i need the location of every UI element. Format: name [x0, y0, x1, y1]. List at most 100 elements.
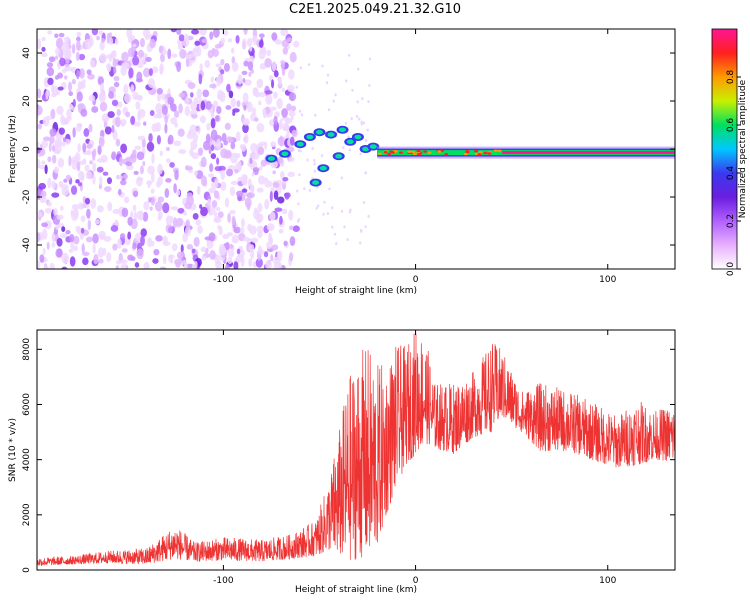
steady-line-peak — [377, 152, 382, 155]
noise-blob — [356, 100, 359, 104]
steady-line-peak — [399, 151, 404, 154]
snr-x-axis-label: Height of straight line (km) — [295, 585, 417, 595]
noise-blob — [64, 75, 68, 80]
spectrogram-x-tick-label: 100 — [599, 275, 616, 285]
noise-blob — [224, 122, 231, 131]
noise-blob — [76, 31, 82, 37]
noise-blob — [99, 53, 107, 63]
noise-blob — [210, 111, 215, 119]
noise-blob — [215, 63, 222, 68]
noise-blob — [72, 127, 76, 138]
noise-blob — [102, 247, 107, 256]
noise-blob — [282, 176, 289, 182]
noise-blob — [48, 141, 52, 152]
colorbar-gradient — [711, 28, 738, 270]
noise-blob — [236, 190, 244, 197]
noise-blob — [132, 242, 137, 250]
noise-blob — [220, 169, 226, 180]
noise-blob — [98, 137, 105, 147]
noise-blob — [159, 65, 163, 76]
noise-blob — [241, 38, 247, 50]
noise-blob — [152, 258, 159, 264]
noise-blob — [119, 233, 126, 239]
noise-blob — [364, 138, 368, 142]
noise-blob — [228, 250, 235, 258]
noise-blob — [231, 61, 239, 72]
noise-blob — [201, 175, 207, 187]
noise-blob — [37, 123, 42, 130]
noise-blob — [251, 107, 257, 115]
noise-blob — [199, 29, 207, 36]
steady-line-peak — [483, 151, 488, 155]
noise-blob — [153, 113, 161, 119]
noise-blob — [257, 245, 263, 255]
noise-blob — [161, 49, 168, 55]
noise-blob — [287, 171, 295, 178]
noise-blob — [98, 258, 104, 264]
noise-blob — [185, 166, 193, 171]
noise-blob — [217, 211, 224, 219]
noise-blob — [97, 247, 105, 258]
noise-blob — [76, 69, 80, 80]
noise-blob — [199, 115, 206, 124]
noise-blob — [97, 76, 104, 86]
noise-blob — [334, 93, 337, 97]
noise-blob — [275, 39, 282, 45]
noise-blob — [48, 56, 56, 63]
noise-blob — [180, 244, 184, 253]
noise-blob — [90, 198, 97, 209]
noise-blob — [68, 91, 74, 97]
spectrogram-x-tick-label: -100 — [213, 275, 234, 285]
noise-blob — [132, 149, 137, 156]
noise-blob — [243, 104, 247, 111]
noise-blob — [361, 97, 364, 101]
noise-blob — [100, 154, 108, 163]
noise-blob — [117, 175, 123, 180]
noise-blob — [359, 228, 363, 232]
noise-blob — [221, 132, 227, 143]
noise-blob — [162, 254, 167, 265]
noise-blob — [284, 119, 289, 130]
noise-blob — [82, 79, 86, 85]
steady-line-peak — [487, 152, 492, 155]
noise-blob — [44, 164, 48, 175]
noise-blob — [167, 134, 174, 145]
noise-blob — [111, 151, 117, 161]
noise-blob — [190, 92, 194, 98]
noise-blob — [61, 68, 67, 74]
noise-blob — [191, 113, 198, 119]
noise-blob — [325, 81, 329, 85]
noise-blob — [280, 29, 289, 37]
noise-blob — [259, 165, 263, 171]
noise-blob — [269, 211, 276, 221]
noise-blob — [226, 168, 234, 177]
noise-blob — [311, 147, 314, 151]
noise-blob — [81, 243, 85, 254]
noise-blob — [274, 207, 283, 212]
noise-blob — [214, 166, 222, 172]
noise-blob — [112, 208, 121, 214]
noise-blob — [242, 118, 250, 126]
noise-blob — [362, 121, 366, 125]
noise-blob — [172, 217, 178, 228]
noise-blob — [101, 113, 110, 123]
noise-blob — [178, 103, 183, 114]
noise-blob — [71, 43, 76, 54]
noise-blob — [136, 248, 144, 260]
noise-blob — [244, 197, 252, 209]
noise-blob — [151, 240, 155, 247]
noise-blob — [128, 67, 134, 79]
noise-blob — [102, 171, 109, 176]
noise-blob — [51, 241, 56, 248]
noise-blob — [133, 170, 139, 175]
noise-blob — [142, 67, 151, 78]
noise-blob — [202, 89, 210, 98]
noise-blob — [340, 176, 344, 180]
noise-blob — [290, 105, 297, 112]
noise-blob — [41, 46, 46, 52]
spectrogram-panel: -100 0 100 -40 -20 0 20 40 Height of straight … — [8, 28, 676, 296]
steady-line-peak — [423, 150, 428, 153]
noise-blob — [269, 191, 273, 202]
noise-blob — [71, 78, 76, 85]
noise-blob — [208, 173, 215, 178]
